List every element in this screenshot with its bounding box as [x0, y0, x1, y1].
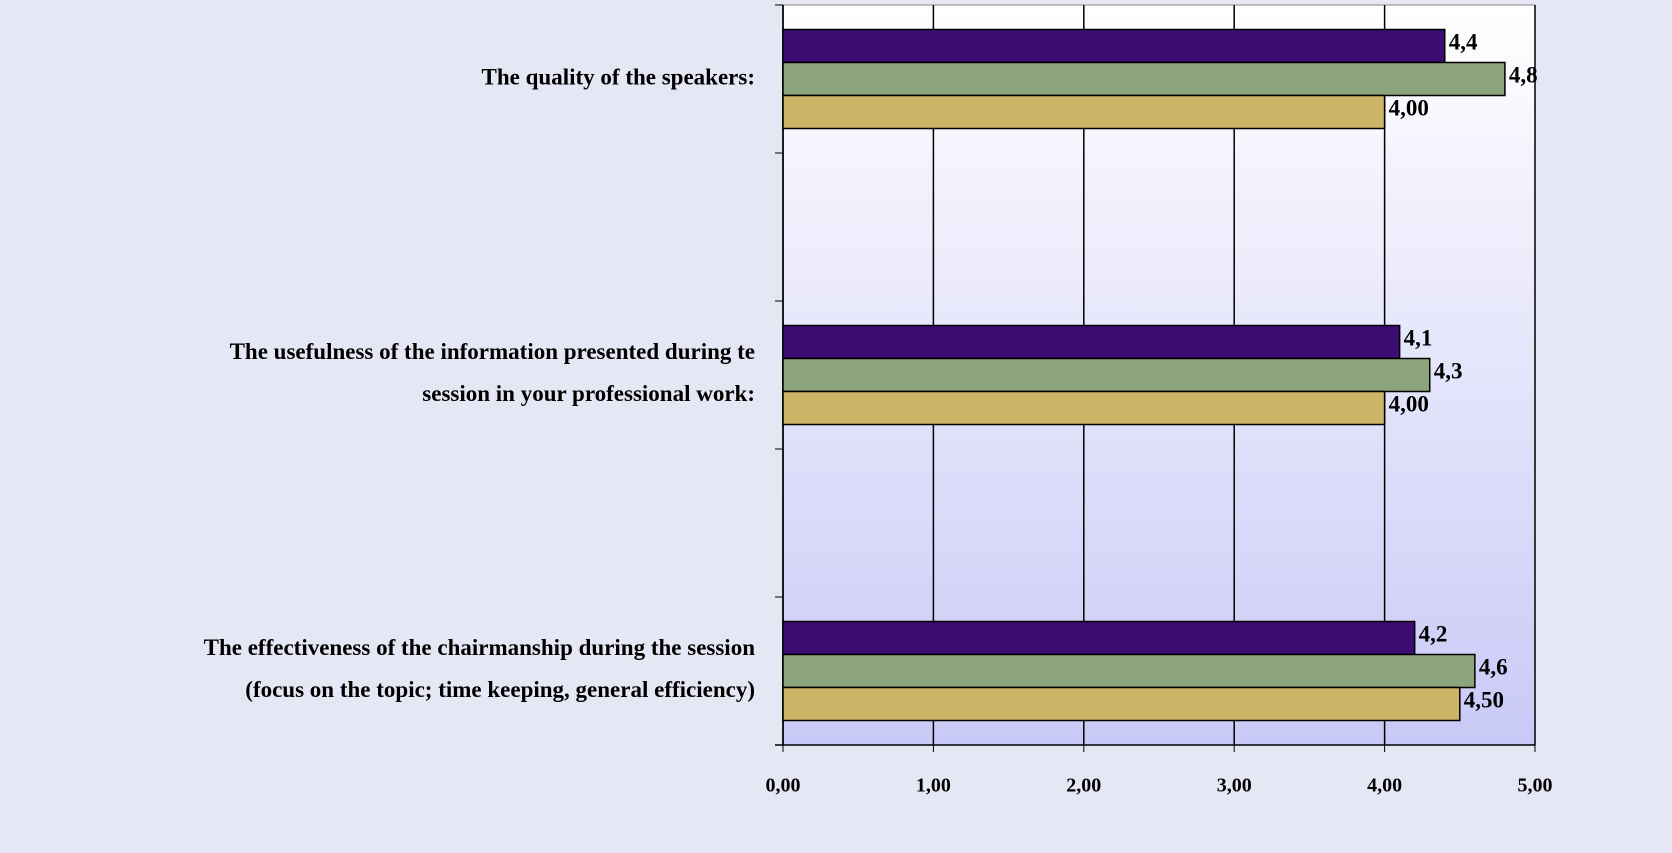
value-label: 4,2: [1419, 621, 1448, 646]
x-tick-label: 0,00: [766, 775, 801, 797]
bar: [782, 357, 1431, 393]
value-label: 4,00: [1389, 95, 1429, 120]
bar: [782, 686, 1461, 722]
value-label: 4,3: [1434, 358, 1463, 383]
value-label: 4,1: [1404, 325, 1433, 350]
x-tick-label: 1,00: [916, 775, 951, 797]
bar: [782, 61, 1506, 97]
value-label: 4,4: [1449, 29, 1478, 54]
bar: [782, 653, 1476, 689]
value-label: 4,50: [1464, 687, 1504, 712]
x-tick-label: 4,00: [1367, 775, 1402, 797]
bar: [782, 28, 1446, 64]
y-tick-label: The quality of the speakers:: [482, 64, 755, 89]
y-tick-label: The effectiveness of the chairmanship du…: [204, 635, 756, 702]
y-tick-label: The usefulness of the information presen…: [230, 339, 755, 406]
bar: [782, 620, 1416, 656]
x-tick-label: 5,00: [1518, 775, 1553, 797]
value-label: 4,8: [1509, 62, 1538, 87]
bar: [782, 390, 1386, 426]
bar: [782, 324, 1401, 360]
bar: [782, 94, 1386, 130]
x-tick-label: 2,00: [1066, 775, 1101, 797]
value-label: 4,00: [1389, 391, 1429, 416]
x-tick-label: 3,00: [1217, 775, 1252, 797]
value-label: 4,6: [1479, 654, 1508, 679]
